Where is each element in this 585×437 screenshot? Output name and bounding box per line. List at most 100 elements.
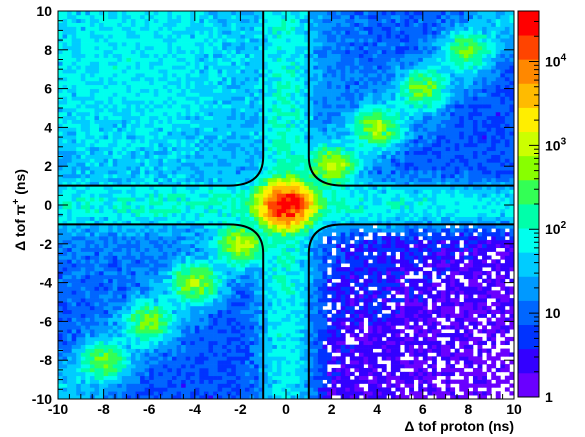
- heatmap-cell: [67, 336, 73, 342]
- heatmap-cell: [121, 30, 127, 35]
- heatmap-cell: [162, 251, 168, 256]
- heatmap-cell: [267, 208, 273, 214]
- heatmap-cell: [76, 45, 82, 51]
- heatmap-cell: [181, 108, 187, 113]
- heatmap-cell: [249, 371, 255, 377]
- heatmap-cell: [181, 259, 187, 264]
- heatmap-cell: [208, 26, 214, 31]
- heatmap-cell: [162, 127, 168, 132]
- heatmap-cell: [85, 220, 91, 225]
- heatmap-cell: [231, 325, 237, 330]
- heatmap-cell: [249, 391, 255, 396]
- heatmap-cell: [281, 185, 287, 190]
- heatmap-cell: [176, 302, 182, 307]
- heatmap-cell: [276, 80, 282, 86]
- heatmap-cell: [103, 185, 109, 190]
- heatmap-cell: [99, 193, 104, 198]
- heatmap-cell: [112, 352, 118, 357]
- heatmap-cell: [213, 146, 218, 152]
- heatmap-cell: [263, 135, 269, 140]
- heatmap-cell: [144, 123, 150, 128]
- heatmap-cell: [263, 267, 269, 272]
- heatmap-cell: [226, 205, 232, 210]
- heatmap-cell: [76, 185, 82, 190]
- heatmap-cell: [272, 286, 278, 291]
- heatmap-cell: [249, 205, 255, 210]
- heatmap-cell: [89, 80, 95, 86]
- heatmap-cell: [258, 243, 264, 249]
- heatmap-cell: [235, 166, 241, 171]
- heatmap-cell: [267, 154, 273, 159]
- heatmap-cell: [130, 228, 136, 233]
- heatmap-cell: [158, 317, 164, 322]
- heatmap-cell: [112, 247, 118, 252]
- heatmap-cell: [208, 333, 214, 338]
- heatmap-cell: [194, 42, 200, 47]
- heatmap-cell: [130, 305, 136, 311]
- heatmap-cell: [185, 84, 191, 89]
- heatmap-cell: [240, 290, 246, 295]
- heatmap-cell: [217, 325, 223, 330]
- heatmap-cell: [231, 364, 237, 369]
- heatmap-cell: [112, 142, 118, 148]
- heatmap-cell: [281, 375, 287, 380]
- heatmap-cell: [190, 166, 196, 171]
- heatmap-cell: [181, 104, 187, 109]
- heatmap-cell: [85, 69, 91, 74]
- heatmap-cell: [249, 96, 255, 101]
- heatmap-cell: [158, 232, 164, 237]
- heatmap-cell: [144, 317, 150, 322]
- heatmap-cell: [276, 360, 282, 365]
- heatmap-cell: [103, 197, 109, 202]
- heatmap-cell: [267, 26, 273, 31]
- heatmap-cell: [181, 302, 187, 307]
- heatmap-cell: [222, 30, 228, 35]
- heatmap-cell: [80, 278, 86, 283]
- heatmap-cell: [126, 302, 132, 307]
- heatmap-cell: [117, 88, 123, 93]
- heatmap-cell: [240, 325, 246, 330]
- heatmap-cell: [67, 309, 73, 314]
- heatmap-cell: [181, 309, 187, 314]
- heatmap-cell: [190, 259, 196, 264]
- heatmap-cell: [80, 181, 86, 186]
- heatmap-cell: [58, 317, 63, 322]
- heatmap-cell: [226, 305, 232, 311]
- heatmap-cell: [267, 69, 273, 74]
- heatmap-cell: [276, 278, 282, 283]
- heatmap-cell: [140, 313, 145, 318]
- heatmap-cell: [67, 170, 73, 175]
- heatmap-cell: [103, 142, 109, 148]
- heatmap-cell: [94, 263, 100, 268]
- heatmap-cell: [263, 220, 269, 225]
- heatmap-cell: [172, 100, 177, 105]
- heatmap-cell: [226, 119, 232, 124]
- heatmap-cell: [254, 61, 259, 66]
- heatmap-cell: [263, 263, 269, 268]
- heatmap-cell: [263, 76, 269, 82]
- heatmap-cell: [208, 201, 214, 206]
- heatmap-cell: [144, 263, 150, 268]
- heatmap-cell: [181, 88, 187, 93]
- heatmap-cell: [130, 212, 136, 217]
- heatmap-cell: [135, 224, 141, 229]
- heatmap-cell: [272, 212, 278, 217]
- heatmap-cell: [58, 321, 63, 326]
- heatmap-cell: [276, 127, 282, 132]
- heatmap-cell: [162, 18, 168, 23]
- heatmap-cell: [76, 259, 82, 264]
- heatmap-cell: [181, 220, 187, 225]
- heatmap-cell: [158, 325, 164, 330]
- heatmap-cell: [194, 255, 200, 260]
- heatmap-cell: [244, 154, 250, 159]
- heatmap-cell: [281, 364, 287, 369]
- heatmap-cell: [158, 53, 164, 58]
- heatmap-cell: [140, 57, 145, 62]
- heatmap-cell: [117, 119, 123, 124]
- heatmap-cell: [80, 290, 86, 295]
- heatmap-cell: [244, 232, 250, 237]
- heatmap-cell: [71, 146, 77, 152]
- heatmap-cell: [112, 255, 118, 260]
- heatmap-cell: [199, 367, 205, 373]
- heatmap-cell: [126, 73, 132, 78]
